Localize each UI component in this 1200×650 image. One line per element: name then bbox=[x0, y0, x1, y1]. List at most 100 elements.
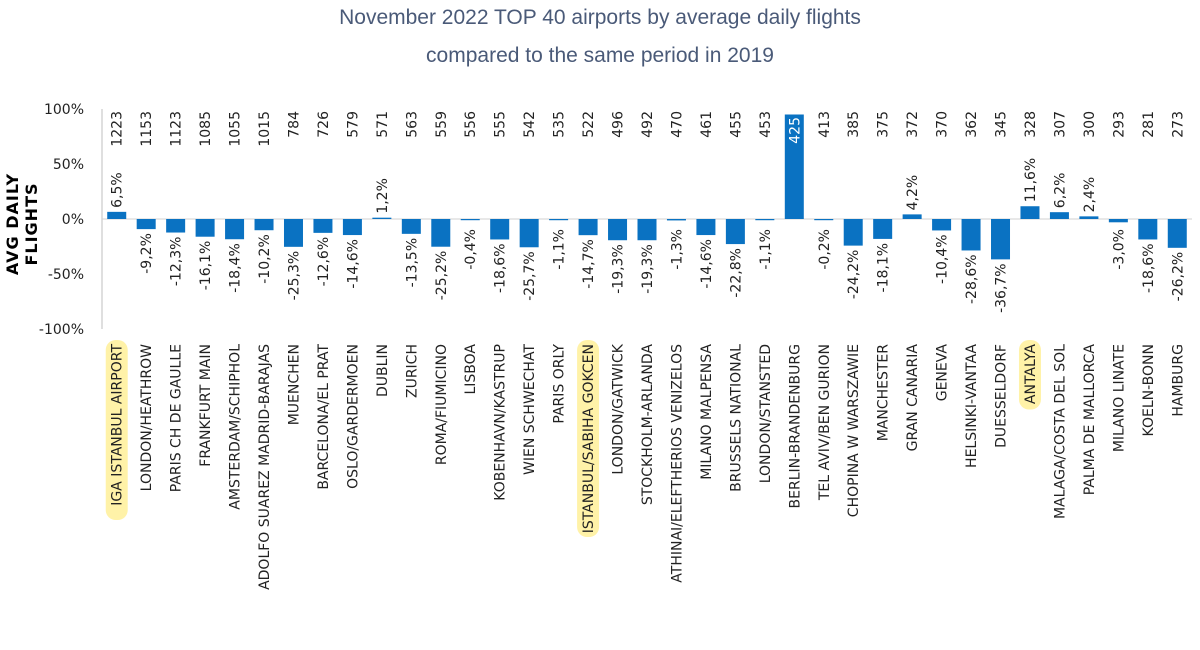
flights-label: 328 bbox=[1023, 111, 1039, 138]
flights-label: 375 bbox=[876, 111, 892, 138]
category-label: WIEN SCHWECHAT bbox=[522, 344, 538, 475]
category-label: OSLO/GARDERMOEN bbox=[345, 344, 361, 489]
change-label: -18,6% bbox=[1141, 243, 1157, 293]
change-label: -25,3% bbox=[286, 251, 302, 301]
category-label: HAMBURG bbox=[1170, 344, 1186, 417]
flights-label: 784 bbox=[286, 111, 302, 138]
y-tick-label: 100% bbox=[44, 102, 84, 118]
bar bbox=[578, 219, 598, 236]
flights-label: 345 bbox=[994, 111, 1010, 138]
change-label: 2,4% bbox=[1082, 177, 1098, 213]
bar bbox=[225, 219, 245, 240]
flights-label: 563 bbox=[404, 111, 420, 138]
bar bbox=[549, 219, 569, 221]
bar bbox=[755, 219, 775, 221]
change-label: 4,2% bbox=[905, 175, 921, 211]
bar bbox=[814, 219, 834, 221]
flights-label: 1153 bbox=[139, 111, 155, 147]
flights-label: 453 bbox=[758, 111, 774, 138]
change-label: -36,7% bbox=[994, 263, 1010, 313]
category-label: TEL AVIV/BEN GURION bbox=[817, 344, 833, 501]
category-label: ANTALYA bbox=[1023, 344, 1039, 404]
highlight-box bbox=[577, 340, 600, 537]
category-label: MUENCHEN bbox=[286, 344, 302, 425]
bar bbox=[873, 219, 893, 239]
flights-label: 413 bbox=[817, 111, 833, 138]
flights-label: 535 bbox=[552, 111, 568, 138]
category-label: LISBOA bbox=[463, 344, 479, 395]
flights-label: 726 bbox=[316, 111, 332, 138]
y-tick-label: 50% bbox=[53, 157, 84, 173]
flights-label: 281 bbox=[1141, 111, 1157, 138]
flights-label: 542 bbox=[522, 111, 538, 138]
change-label: -1,1% bbox=[552, 229, 568, 270]
change-label: -22,8% bbox=[728, 248, 744, 298]
flights-label: 273 bbox=[1170, 111, 1186, 138]
flights-label: 579 bbox=[345, 111, 361, 138]
category-label: ADOLFO SUAREZ MADRID-BARAJAS bbox=[257, 344, 273, 590]
flights-label: 571 bbox=[375, 111, 391, 138]
flights-label: 1055 bbox=[228, 111, 244, 147]
category-label: DUBLIN bbox=[375, 344, 391, 397]
category-label: CHOPINA W WARSZAWIE bbox=[846, 344, 862, 517]
flights-label: 461 bbox=[699, 111, 715, 138]
change-label: -10,2% bbox=[257, 234, 273, 284]
category-label: LONDON/STANSTED bbox=[758, 344, 774, 483]
change-label: -18,4% bbox=[228, 243, 244, 293]
flights-label: 496 bbox=[611, 111, 627, 138]
bar bbox=[166, 219, 186, 233]
category-label: BERLIN-BRANDENBURG bbox=[787, 344, 803, 508]
flights-label: 370 bbox=[935, 111, 951, 138]
category-label: KOBENHAVN/KASTRUP bbox=[493, 344, 509, 501]
flights-label: 425 bbox=[787, 117, 803, 144]
change-label: 11,6% bbox=[1023, 158, 1039, 202]
category-label: AMSTERDAM/SCHIPHOL bbox=[228, 344, 244, 510]
flights-label: 293 bbox=[1111, 111, 1127, 138]
flights-label: 1015 bbox=[257, 111, 273, 147]
category-label: MILANO MALPENSA bbox=[699, 344, 715, 480]
flights-label: 470 bbox=[669, 111, 685, 138]
bar bbox=[725, 219, 745, 245]
bar bbox=[1138, 219, 1158, 240]
category-label: ZURICH bbox=[404, 344, 420, 398]
change-label: -18,1% bbox=[876, 243, 892, 293]
category-label: PALMA DE MALLORCA bbox=[1082, 344, 1098, 496]
bar bbox=[696, 219, 716, 236]
highlight-box bbox=[1018, 340, 1041, 410]
flights-label: 455 bbox=[728, 111, 744, 138]
y-tick-label: -100% bbox=[39, 322, 84, 338]
bar bbox=[932, 219, 952, 231]
category-label: HELSINKI-VANTAA bbox=[964, 344, 980, 468]
category-label: PARIS CH DE GAULLE bbox=[169, 344, 185, 492]
change-label: -14,6% bbox=[699, 239, 715, 289]
change-label: 1,2% bbox=[375, 178, 391, 214]
bar bbox=[1079, 216, 1099, 219]
bar bbox=[136, 219, 156, 230]
bar bbox=[460, 219, 480, 221]
bar bbox=[608, 219, 628, 241]
category-label: GRAN CANARIA bbox=[905, 344, 921, 452]
bar bbox=[519, 219, 539, 248]
change-label: -3,0% bbox=[1111, 229, 1127, 270]
category-label: LONDON/HEATHROW bbox=[139, 344, 155, 491]
flights-label: 385 bbox=[846, 111, 862, 138]
bar bbox=[107, 211, 127, 219]
bar bbox=[1049, 212, 1069, 219]
change-label: -16,1% bbox=[198, 241, 214, 291]
category-label: MANCHESTER bbox=[876, 344, 892, 442]
change-label: -10,4% bbox=[935, 234, 951, 284]
highlight-box bbox=[105, 340, 128, 520]
change-label: -25,7% bbox=[522, 251, 538, 301]
change-label: -14,6% bbox=[345, 239, 361, 289]
change-label: -19,3% bbox=[611, 244, 627, 294]
change-label: -12,3% bbox=[169, 237, 185, 287]
flights-label: 555 bbox=[493, 111, 509, 138]
bar bbox=[991, 219, 1011, 260]
bar bbox=[490, 219, 510, 240]
flights-label: 559 bbox=[434, 111, 450, 138]
flights-label: 1123 bbox=[169, 111, 185, 147]
bar bbox=[283, 219, 303, 247]
chart-subtitle: compared to the same period in 2019 bbox=[426, 44, 774, 67]
flights-label: 1085 bbox=[198, 111, 214, 147]
